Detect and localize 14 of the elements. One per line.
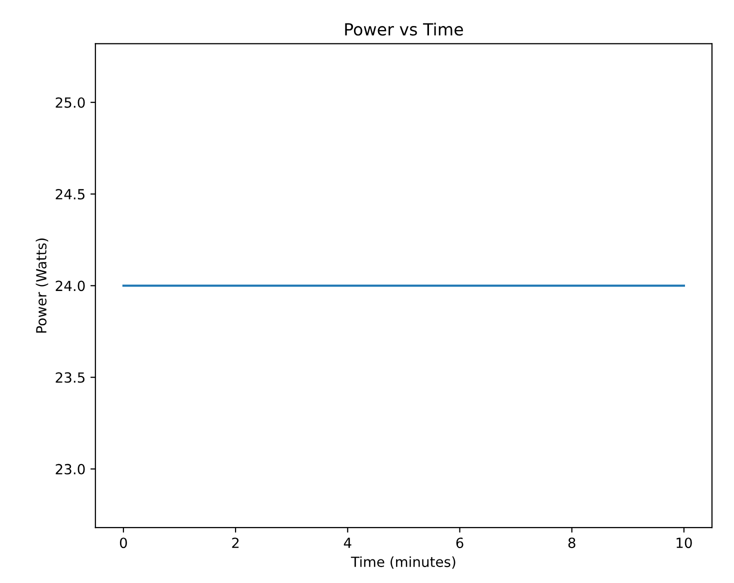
- x-tick-label: 6: [456, 538, 464, 548]
- x-tick-label: 2: [232, 538, 239, 548]
- chart-title: Power vs Time: [345, 22, 463, 36]
- y-tick-label: 24.0: [56, 280, 85, 292]
- x-tick-label: 4: [344, 538, 352, 548]
- y-tick-label: 24.5: [56, 188, 84, 200]
- x-axis-title: Time (minutes): [350, 556, 456, 569]
- x-tick-label: 0: [120, 538, 127, 548]
- y-tick-label: 23.5: [56, 372, 84, 383]
- y-axis-title: Power (Watts): [36, 238, 48, 333]
- y-tick-label: 23.0: [56, 464, 85, 474]
- x-tick-label: 8: [568, 538, 576, 548]
- x-tick-label: 10: [676, 538, 692, 548]
- y-tick-label: 25.0: [56, 97, 85, 108]
